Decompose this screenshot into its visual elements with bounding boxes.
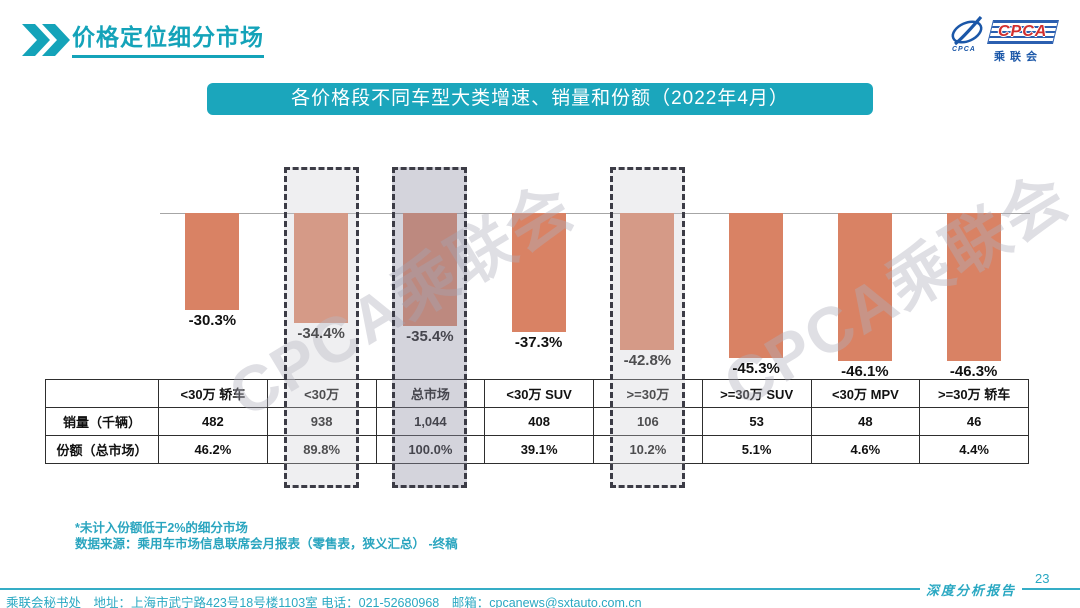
bar-value-label: -45.3% [732, 360, 780, 377]
table-cell: 938 [266, 407, 377, 436]
bar-value-label: -42.8% [623, 352, 672, 369]
table-header-cell: <30万 SUV [484, 379, 594, 408]
table-cell: 4.6% [810, 435, 921, 464]
bar-value-label: -46.3% [949, 363, 998, 380]
double-chevron-icon [22, 24, 70, 56]
table-header-cell: >=30万 轿车 [919, 379, 1029, 408]
logo-subtitle: 乘联会 [994, 51, 1042, 63]
table-cell: 48 [810, 407, 921, 436]
table-corner-cell [45, 379, 159, 408]
table-cell: 46.2% [158, 435, 268, 464]
table-cell: 53 [701, 407, 812, 436]
bar-<30万 SUV [511, 213, 566, 332]
table-header-cell: <30万 [266, 379, 377, 408]
bar-value-label: -34.4% [297, 325, 345, 342]
bar->=30万 [620, 213, 675, 350]
table-cell: 482 [158, 407, 268, 436]
table-cell: 39.1% [484, 435, 594, 464]
table-header-cell: <30万 MPV [810, 379, 921, 408]
table-cell: 1,044 [375, 407, 486, 436]
table-cell: 89.8% [266, 435, 377, 464]
table-row-label: 份额（总市场） [45, 435, 159, 464]
table-cell: 5.1% [701, 435, 812, 464]
data-table: <30万 轿车 <30万 总市场 <30万 SUV >=30万 >=30万 SUV <30万… [45, 379, 1029, 464]
bar-<30万 轿车 [185, 213, 240, 310]
footnote-line: *未计入份额低于2%的细分市场 [75, 521, 248, 535]
cpca-logo: CPCA CPCA 乘联会 [948, 16, 1060, 63]
footnote-line: 数据来源：乘用车市场信息联席会月报表（零售表，狭义汇总） -终稿 [75, 537, 458, 551]
footer-divider [0, 588, 1080, 590]
table-row-label: 销量（千辆） [45, 407, 159, 436]
bar-总市场 [402, 213, 457, 326]
report-type-label: 深度分析报告 [920, 580, 1023, 599]
table-header-cell: >=30万 [593, 379, 703, 408]
logo-small-label: CPCA [952, 46, 976, 53]
table-header-cell: 总市场 [375, 379, 486, 408]
cpca-swoosh-icon [951, 16, 983, 46]
chart-title-banner: 各价格段不同车型大类增速、销量和份额（2022年4月） [207, 83, 873, 115]
table-cell: 10.2% [593, 435, 703, 464]
bar-value-label: -46.1% [841, 363, 889, 380]
bar->=30万 轿车 [946, 213, 1001, 361]
table-cell: 4.4% [919, 435, 1029, 464]
bar-value-label: -37.3% [514, 334, 563, 351]
page-number: 23 [1035, 571, 1050, 586]
table-cell: 106 [593, 407, 703, 436]
table-header-cell: >=30万 SUV [701, 379, 812, 408]
table-cell: 100.0% [375, 435, 486, 464]
page-title: 价格定位细分市场 [72, 18, 264, 58]
footer-contact-text: 乘联会秘书处 地址：上海市武宁路423号18号楼1103室 电话：021-526… [6, 596, 642, 608]
table-cell: 408 [484, 407, 594, 436]
table-header-cell: <30万 轿车 [158, 379, 268, 408]
bar-<30万 MPV [837, 213, 892, 361]
bar-<30万 [294, 213, 349, 323]
bar-value-label: -30.3% [188, 312, 237, 329]
bar-value-label: -35.4% [406, 328, 454, 345]
footnotes: *未计入份额低于2%的细分市场 数据来源：乘用车市场信息联席会月报表（零售表，狭… [75, 520, 458, 552]
bar->=30万 SUV [729, 213, 784, 358]
table-cell: 46 [919, 407, 1029, 436]
zero-baseline [160, 213, 1030, 214]
